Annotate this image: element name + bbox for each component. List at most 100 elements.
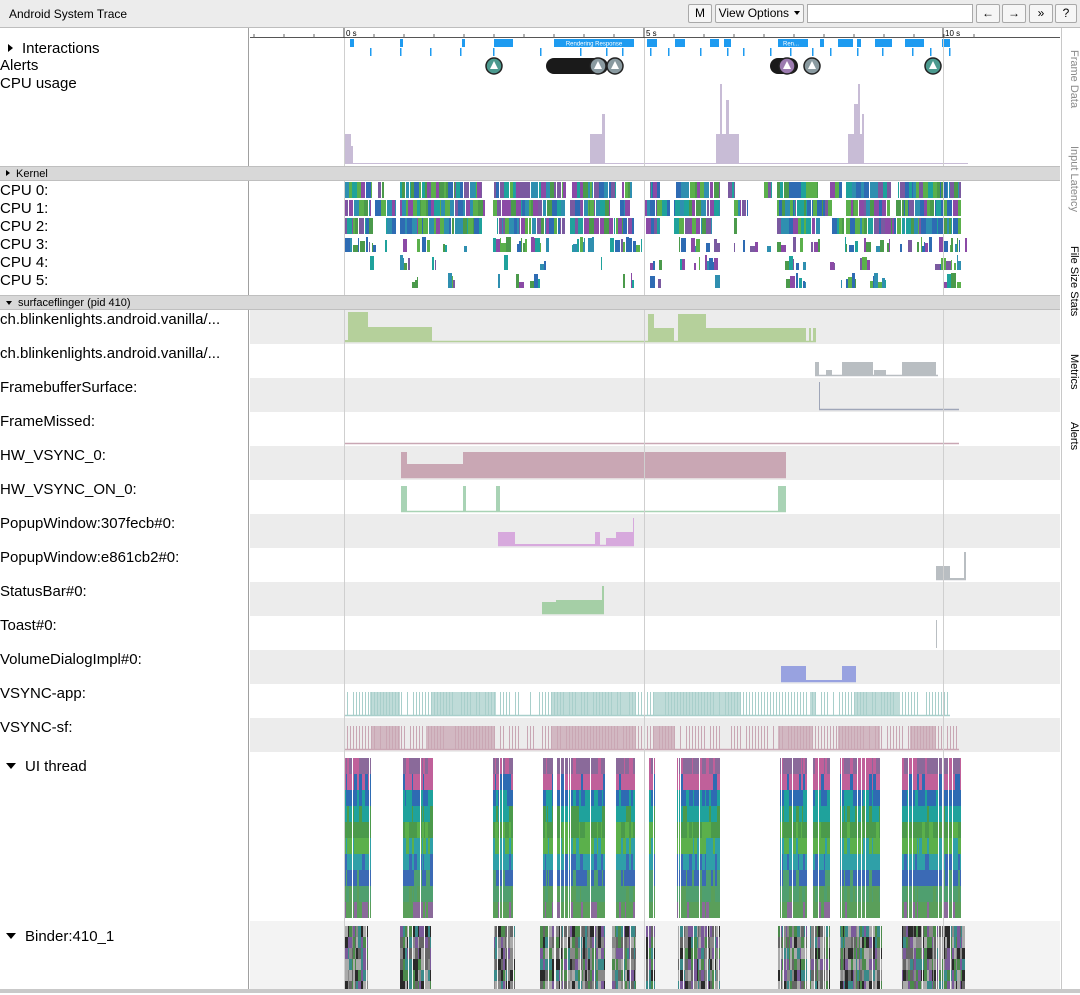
binder-slice: [678, 959, 679, 970]
help-button[interactable]: ?: [1055, 4, 1077, 23]
binder-slice: [841, 948, 843, 959]
binder-slice: [588, 959, 590, 970]
binder-slice: [587, 926, 588, 937]
ui-thread-slice: [365, 822, 368, 838]
ui-thread-slice: [853, 886, 855, 902]
cpu-slice: [870, 182, 873, 198]
search-input[interactable]: [807, 4, 973, 23]
ui-thread-slice: [493, 790, 495, 806]
ui-thread-slice: [357, 774, 359, 790]
interactions-track-label[interactable]: Interactions: [8, 40, 100, 57]
ui-thread-slice: [428, 854, 430, 870]
vsync-block: [778, 726, 812, 750]
cpu-slice: [855, 279, 856, 288]
ui-thread-slice: [840, 790, 841, 806]
ui-thread-slice: [602, 806, 603, 822]
binder-slice: [913, 981, 914, 992]
ui-thread-slice: [913, 854, 915, 870]
binder-slice: [956, 981, 957, 992]
vsync-tick: [416, 692, 417, 716]
ui-thread-track-label[interactable]: UI thread: [6, 758, 87, 775]
binder-slice: [914, 959, 916, 970]
ui-thread-slice: [561, 790, 562, 806]
cpu-slice: [453, 280, 455, 288]
cpu-slice: [378, 182, 381, 198]
surfaceflinger-group-header[interactable]: surfaceflinger (pid 410): [0, 295, 1060, 310]
binder-slice: [684, 937, 685, 948]
binder-slice: [818, 970, 820, 981]
vsync-tick: [503, 692, 504, 716]
binder-slice: [625, 926, 627, 937]
binder-slice: [960, 970, 961, 981]
vsync-tick: [698, 726, 699, 750]
ui-thread-slice: [585, 806, 587, 822]
m-button[interactable]: M: [688, 4, 712, 23]
cpu-slice: [695, 246, 696, 252]
cpu-slice: [702, 218, 706, 234]
kernel-group-header[interactable]: Kernel: [0, 166, 1060, 181]
ui-thread-slice: [717, 758, 720, 774]
back-arrow-button[interactable]: ←: [976, 4, 1000, 23]
binder-slice: [419, 937, 421, 948]
binder-slice: [815, 981, 817, 992]
ui-thread-slice: [711, 854, 713, 870]
forward-arrow-button[interactable]: →: [1002, 4, 1026, 23]
ui-thread-slice: [503, 822, 505, 838]
side-tab-file-size-stats[interactable]: File Size Stats: [1068, 246, 1080, 317]
ui-thread-slice: [423, 790, 424, 806]
ui-thread-slice: [495, 822, 496, 838]
bottom-scroll-bar[interactable]: [0, 989, 1080, 993]
ui-thread-slice: [709, 886, 711, 902]
ui-thread-slice: [425, 758, 426, 774]
ui-thread-slice: [933, 790, 936, 806]
ui-thread-slice: [801, 774, 802, 790]
side-tab-metrics[interactable]: Metrics: [1068, 354, 1080, 390]
binder-slice: [514, 948, 515, 959]
ui-thread-slice: [619, 806, 621, 822]
binder-slice: [921, 948, 922, 959]
vsync-tick: [773, 726, 774, 750]
view-options-button[interactable]: View Options: [715, 4, 804, 23]
cpu-slice: [955, 244, 957, 252]
binder-slice: [409, 926, 412, 937]
binder-slice: [596, 970, 598, 981]
interactions-track: Rendering Response Ren...: [350, 39, 951, 56]
ui-thread-slice: [414, 790, 417, 806]
side-tab-alerts[interactable]: Alerts: [1068, 422, 1080, 451]
binder-slice-group: [344, 926, 368, 992]
cpu-slice: [908, 240, 912, 252]
ui-thread-slice: [406, 854, 409, 870]
expand-button[interactable]: »: [1029, 4, 1053, 23]
vsync-tick: [359, 726, 360, 750]
binder-slice: [790, 970, 792, 981]
cpu-slice: [816, 218, 820, 234]
ui-thread-slice: [649, 758, 651, 774]
ui-thread-slice: [624, 870, 625, 886]
binder-track-label[interactable]: Binder:410_1: [6, 928, 114, 945]
ui-thread-slice: [357, 886, 359, 902]
ui-thread-slice: [403, 854, 405, 870]
binder-slice: [688, 981, 691, 992]
vsync-tick: [419, 692, 420, 716]
ui-thread-slice: [915, 790, 917, 806]
binder-slice: [428, 970, 430, 981]
cpu-slice: [834, 263, 835, 270]
counter-step: [950, 578, 964, 580]
cpu-slice: [622, 182, 624, 198]
ui-thread-slice: [405, 838, 406, 854]
interaction-tick: [370, 48, 372, 56]
cpu-slice: [794, 200, 795, 216]
vsync-tick: [767, 726, 768, 750]
ui-thread-slice: [679, 758, 680, 774]
ui-thread-slice: [915, 806, 917, 822]
binder-slice: [932, 970, 933, 981]
side-tab-frame-data[interactable]: Frame Data: [1068, 50, 1080, 109]
ui-thread-slice: [827, 838, 830, 854]
cpu-slice: [463, 218, 467, 234]
cpu-slice: [714, 200, 719, 216]
side-tab-input-latency[interactable]: Input Latency: [1068, 146, 1080, 213]
binder-slice: [881, 970, 882, 981]
binder-slice: [494, 959, 495, 970]
binder-slice: [545, 926, 548, 937]
